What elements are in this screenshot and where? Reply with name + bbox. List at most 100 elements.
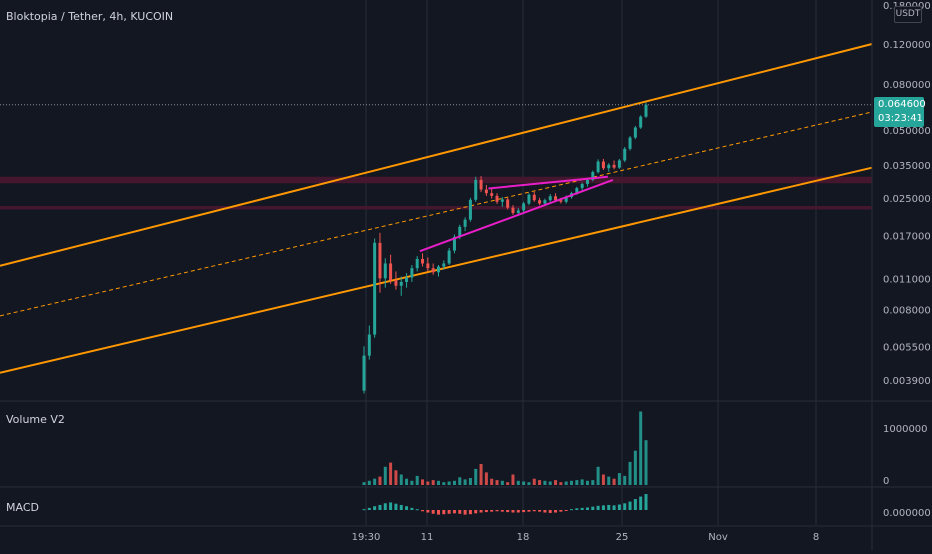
channel-lines: [0, 43, 873, 374]
volume-bar-36: [554, 480, 558, 485]
volume-bar-15: [442, 482, 446, 485]
macd-bar-46: [607, 504, 611, 510]
volume-bar-14: [436, 480, 440, 485]
macd-bar-38: [564, 510, 568, 511]
candle-body-21: [474, 179, 478, 200]
candle-body-28: [511, 207, 515, 214]
volume-bar-22: [479, 464, 483, 485]
volume-bar-50: [628, 461, 632, 485]
volume-bar-19: [463, 479, 467, 485]
macd-histogram: [362, 494, 648, 515]
volume-bar-10: [415, 475, 419, 485]
candle-body-37: [559, 200, 563, 202]
volume-bar-29: [516, 480, 520, 485]
channel-upper: [0, 43, 873, 267]
wedge-bottom: [419, 179, 614, 253]
candle-body-45: [601, 161, 605, 169]
channel-middle: [0, 111, 873, 317]
volume-bar-5: [389, 462, 393, 485]
macd-bar-19: [463, 510, 467, 515]
volume-bar-20: [468, 478, 472, 485]
volume-bar-41: [580, 479, 584, 485]
macd-bar-9: [410, 507, 414, 510]
candle-body-42: [585, 179, 589, 184]
volume-bar-0: [362, 482, 366, 485]
macd-bar-33: [538, 510, 542, 512]
candle-body-51: [633, 127, 637, 138]
candle-body-5: [389, 263, 393, 281]
volume-bar-52: [639, 411, 643, 485]
volume-bar-23: [484, 472, 488, 485]
candle-body-7: [399, 281, 403, 286]
macd-bar-40: [575, 508, 579, 510]
candle-body-20: [468, 199, 472, 220]
candle-body-16: [447, 250, 451, 264]
macd-bar-49: [623, 503, 627, 510]
volume-bar-39: [570, 480, 574, 485]
volume-bar-25: [495, 480, 499, 485]
macd-bar-14: [436, 510, 440, 515]
volume-bar-6: [394, 470, 398, 485]
volume-bar-13: [431, 480, 435, 485]
macd-bar-43: [591, 506, 595, 510]
time-axis: 19:30 11 18 25 Nov 8: [352, 532, 820, 543]
macd-bar-35: [548, 510, 552, 513]
candle-body-0: [362, 355, 366, 391]
volume-bar-38: [564, 481, 568, 485]
macd-bar-10: [415, 509, 419, 511]
candle-body-52: [639, 116, 643, 128]
candle-body-4: [383, 263, 387, 279]
macd-bar-24: [490, 510, 494, 512]
candle-body-46: [607, 164, 611, 169]
volume-bar-35: [548, 481, 552, 485]
macd-bar-45: [601, 505, 605, 510]
volume-bar-7: [399, 474, 403, 485]
candle-body-44: [596, 161, 600, 173]
macd-bar-20: [468, 510, 472, 515]
candle-body-10: [415, 258, 419, 269]
volume-bar-11: [421, 479, 425, 485]
price-zones: [0, 176, 872, 210]
volume-bar-3: [378, 476, 382, 485]
price-tick-0: 0.120000: [883, 40, 931, 51]
volume-bar-44: [596, 466, 600, 485]
volume-bar-2: [373, 478, 377, 485]
price-axis: 0.120000 0.080000 0.050000 0.035000 0.025000…: [883, 1, 931, 519]
candle-body-17: [452, 236, 456, 251]
price-tick-9: 0.003900: [883, 376, 931, 387]
volume-bar-46: [607, 476, 611, 485]
macd-bar-36: [554, 510, 558, 513]
macd-bar-18: [458, 510, 462, 514]
candle-body-23: [484, 189, 488, 194]
macd-bar-26: [500, 510, 504, 512]
price-tick-6: 0.011000: [883, 274, 931, 285]
macd-bar-23: [484, 510, 488, 513]
macd-bar-47: [612, 505, 616, 510]
macd-bar-34: [543, 510, 547, 513]
candle-body-22: [479, 179, 483, 190]
volume-bar-16: [447, 481, 451, 485]
volume-bar-49: [623, 475, 627, 485]
volume-bar-42: [585, 480, 589, 485]
currency-unit-button[interactable]: USDT: [894, 6, 922, 23]
macd-bar-53: [644, 494, 648, 510]
volume-bar-47: [612, 478, 616, 485]
macd-bar-52: [639, 496, 643, 510]
support-zone: [0, 205, 872, 210]
candle-body-31: [527, 194, 531, 204]
price-tick-1: 0.080000: [883, 80, 931, 91]
candle-body-19: [463, 219, 467, 227]
volume-bar-4: [383, 466, 387, 485]
macd-bar-30: [522, 510, 526, 513]
candle-body-47: [612, 164, 616, 168]
macd-bar-37: [559, 510, 563, 512]
macd-bar-27: [506, 510, 510, 513]
volume-bar-24: [490, 478, 494, 485]
time-tick-0: 19:30: [352, 532, 381, 543]
volume-pane-label: Volume V2: [6, 413, 65, 426]
price-tick-2: 0.050000: [883, 126, 931, 137]
volume-bar-37: [559, 482, 563, 485]
time-tick-2: 18: [517, 532, 530, 543]
